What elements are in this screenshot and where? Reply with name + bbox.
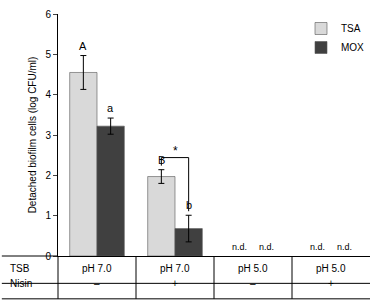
svg-text:MOX: MOX <box>341 42 364 53</box>
svg-text:n.d.: n.d. <box>337 242 352 252</box>
svg-text:TSB: TSB <box>10 263 30 274</box>
svg-text:a: a <box>107 102 114 114</box>
svg-text:pH 7.0: pH 7.0 <box>160 263 190 274</box>
svg-text:–: – <box>250 278 256 289</box>
svg-text:*: * <box>173 144 178 158</box>
svg-text:4: 4 <box>45 89 51 100</box>
svg-text:pH 7.0: pH 7.0 <box>82 263 112 274</box>
svg-text:6: 6 <box>45 9 51 20</box>
svg-text:Nisin: Nisin <box>10 278 32 289</box>
svg-text:+: + <box>172 278 178 289</box>
svg-text:1: 1 <box>45 210 51 221</box>
svg-text:3: 3 <box>45 130 51 141</box>
svg-text:b: b <box>186 199 192 211</box>
svg-text:B: B <box>158 154 165 166</box>
svg-text:n.d.: n.d. <box>310 242 325 252</box>
svg-text:5: 5 <box>45 49 51 60</box>
svg-text:0: 0 <box>45 251 51 262</box>
svg-text:pH 5.0: pH 5.0 <box>238 263 268 274</box>
svg-text:n.d.: n.d. <box>259 242 274 252</box>
svg-text:pH 5.0: pH 5.0 <box>316 263 346 274</box>
svg-text:TSA: TSA <box>341 23 361 34</box>
svg-text:A: A <box>79 40 87 52</box>
svg-text:Detached biofilm cells (log CF: Detached biofilm cells (log CFU/ml) <box>27 57 38 214</box>
svg-text:–: – <box>94 278 100 289</box>
svg-text:+: + <box>328 278 334 289</box>
svg-text:2: 2 <box>45 170 51 181</box>
svg-text:n.d.: n.d. <box>232 242 247 252</box>
